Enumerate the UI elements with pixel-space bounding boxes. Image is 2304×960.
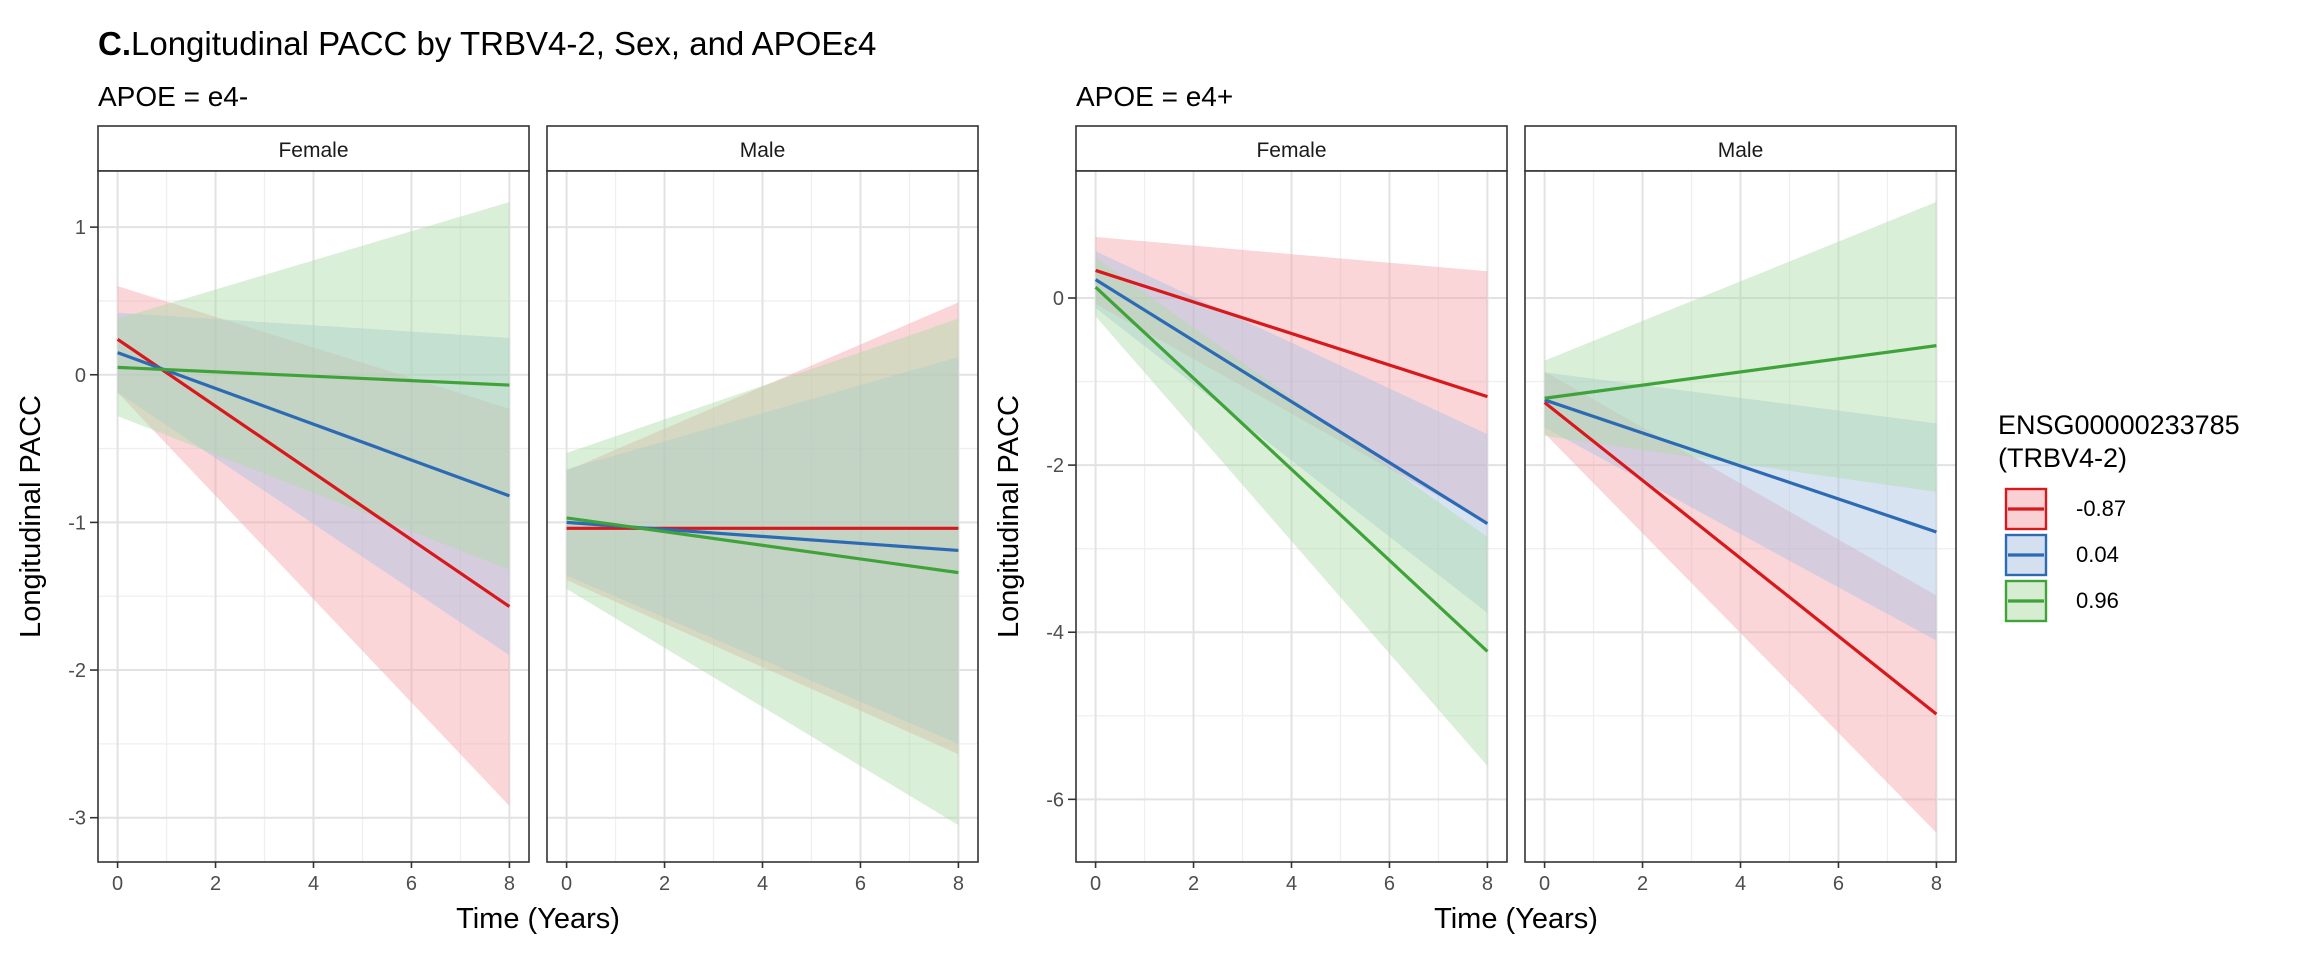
x-tick-label: 6 bbox=[1833, 873, 1844, 895]
legend: ENSG00000233785 (TRBV4-2) -0.87 0.04 0.9… bbox=[1998, 410, 2240, 623]
y-tick-label: -2 bbox=[68, 660, 86, 682]
legend-title-line1: ENSG00000233785 bbox=[1998, 410, 2240, 440]
y-tick-label: -1 bbox=[68, 512, 86, 534]
panel-subtitle-e4-pos: APOE = e4+ bbox=[1076, 81, 1233, 112]
facet-strip-label: Female bbox=[278, 139, 348, 162]
ci-ribbon-0.96 bbox=[117, 202, 510, 570]
title-text: Longitudinal PACC by TRBV4-2, Sex, and A… bbox=[131, 25, 876, 62]
series-line-0.04 bbox=[1094, 278, 1489, 525]
ci-ribbon--0.87 bbox=[1544, 371, 1937, 833]
ci-ribbon-0.04 bbox=[566, 357, 959, 744]
facet-strip bbox=[1524, 125, 1957, 172]
facet-strip-label: Male bbox=[1718, 139, 1764, 162]
legend-title-line2: (TRBV4-2) bbox=[1998, 443, 2127, 473]
ci-ribbon-0.04 bbox=[117, 312, 510, 656]
x-tick-label: 6 bbox=[1384, 873, 1395, 895]
x-tick-label: 8 bbox=[953, 873, 964, 895]
ci-ribbon-0.04 bbox=[1544, 372, 1937, 641]
y-tick-label: 1 bbox=[75, 217, 86, 239]
series-line-0.96 bbox=[1544, 344, 1937, 400]
ci-ribbon-0.96 bbox=[1095, 257, 1488, 766]
x-tick-label: 0 bbox=[1090, 873, 1101, 895]
series-line--0.87 bbox=[1095, 268, 1488, 399]
series-line-0.04 bbox=[1544, 398, 1937, 534]
x-tick-label: 8 bbox=[1482, 873, 1493, 895]
facet-strip bbox=[546, 125, 979, 172]
x-tick-label: 8 bbox=[1931, 873, 1942, 895]
facet-strip-label: Male bbox=[740, 139, 786, 162]
x-tick-label: 6 bbox=[855, 873, 866, 895]
y-tick-label: 0 bbox=[75, 365, 86, 387]
legend-keys bbox=[2004, 487, 2048, 623]
y-axis-title: Longitudinal PACC bbox=[15, 395, 47, 638]
ci-ribbon-0.96 bbox=[566, 318, 959, 826]
x-axis-title: Time (Years) bbox=[456, 903, 620, 935]
x-tick-label: 4 bbox=[1286, 873, 1297, 895]
legend-label-004: 0.04 bbox=[2076, 542, 2119, 567]
y-tick-label: 0 bbox=[1053, 288, 1064, 310]
facet-female: Female 0 2 4 6 8 bbox=[1075, 125, 1508, 895]
panel-1: 0 -2 -4 -6 Longitudinal PACC Female 0 2 4 6 8 Male 0… bbox=[993, 125, 1957, 935]
x-tick-label: 4 bbox=[1735, 873, 1746, 895]
y-axis-title: Longitudinal PACC bbox=[993, 395, 1025, 638]
facet-strip-label: Female bbox=[1256, 139, 1326, 162]
x-tick-label: 2 bbox=[1188, 873, 1199, 895]
panel-subtitle-e4-neg: APOE = e4- bbox=[98, 81, 248, 112]
series-line-0.96 bbox=[117, 365, 510, 387]
series-line-0.04 bbox=[117, 351, 510, 498]
facet-strip bbox=[97, 125, 530, 172]
series-line--0.87 bbox=[116, 337, 511, 608]
series-line--0.87 bbox=[1543, 401, 1938, 716]
y-tick-label: -3 bbox=[68, 808, 86, 830]
y-tick-label: -4 bbox=[1046, 622, 1064, 644]
ci-ribbon-0.96 bbox=[1544, 201, 1937, 492]
y-tick-label: -2 bbox=[1046, 455, 1064, 477]
x-tick-label: 4 bbox=[308, 873, 319, 895]
x-tick-label: 2 bbox=[210, 873, 221, 895]
x-tick-label: 8 bbox=[504, 873, 515, 895]
facet-male: Male 0 2 4 6 8 bbox=[546, 125, 979, 895]
x-tick-label: 0 bbox=[112, 873, 123, 895]
x-tick-label: 0 bbox=[561, 873, 572, 895]
facet-strip bbox=[1075, 125, 1508, 172]
ci-ribbon--0.87 bbox=[1095, 237, 1488, 524]
legend-label-096: 0.96 bbox=[2076, 588, 2119, 613]
chart-title: C.Longitudinal PACC by TRBV4-2, Sex, and… bbox=[98, 25, 876, 62]
x-tick-label: 6 bbox=[406, 873, 417, 895]
facet-female: Female 0 2 4 6 8 bbox=[97, 125, 530, 895]
x-tick-label: 4 bbox=[757, 873, 768, 895]
facet-male: Male 0 2 4 6 8 bbox=[1524, 125, 1957, 895]
series-line-0.96 bbox=[566, 516, 959, 575]
x-axis-title: Time (Years) bbox=[1434, 903, 1598, 935]
x-tick-label: 0 bbox=[1539, 873, 1550, 895]
title-prefix: C. bbox=[98, 25, 131, 62]
y-tick-label: -6 bbox=[1046, 789, 1064, 811]
ci-ribbon--0.87 bbox=[117, 286, 510, 806]
x-tick-label: 2 bbox=[659, 873, 670, 895]
x-tick-label: 2 bbox=[1637, 873, 1648, 895]
legend-label-neg087: -0.87 bbox=[2076, 496, 2126, 521]
series-line-0.96 bbox=[1094, 285, 1489, 653]
